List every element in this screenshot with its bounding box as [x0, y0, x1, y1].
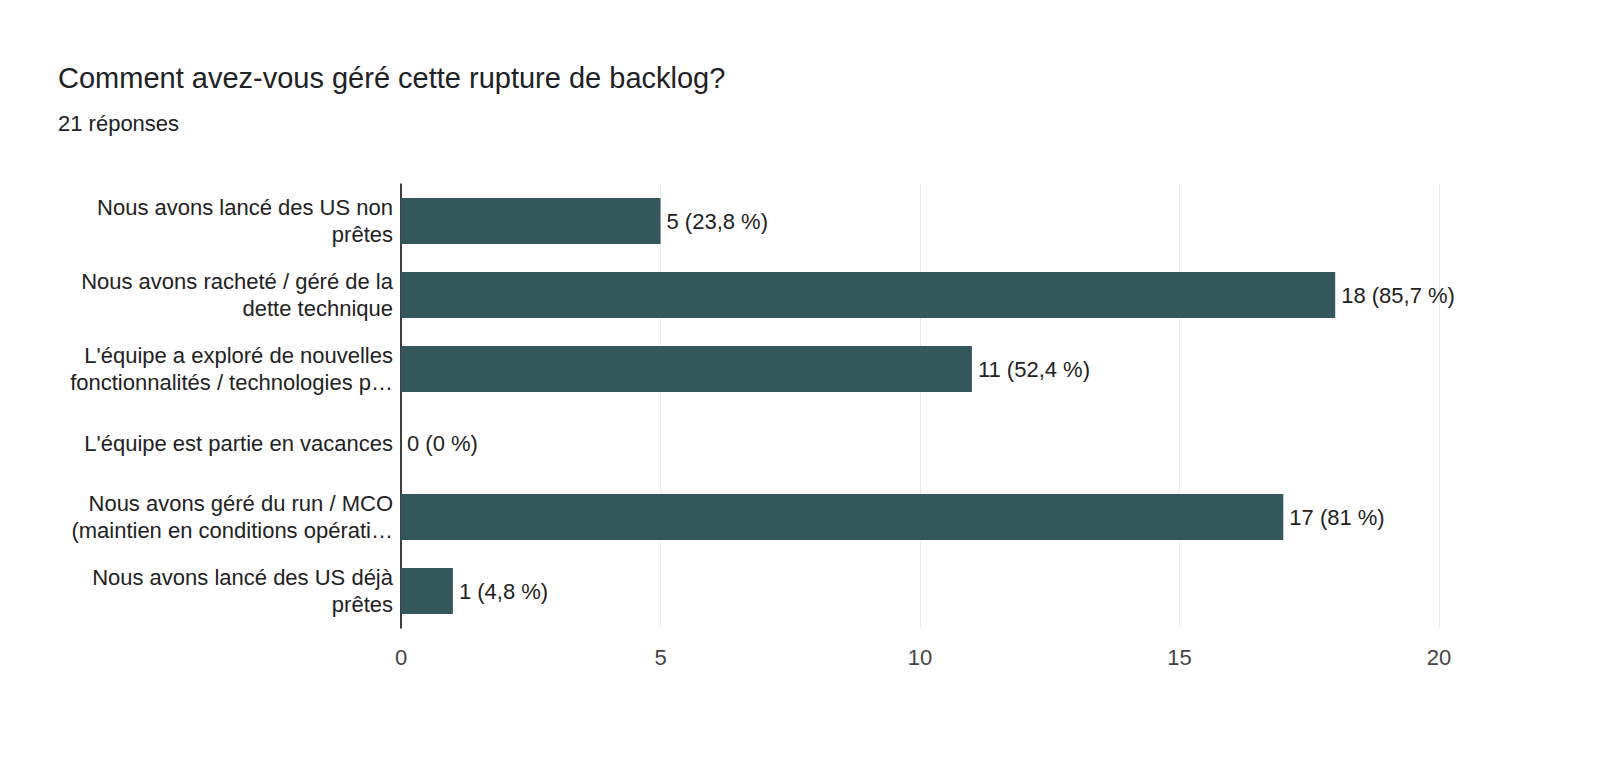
svg-text:0: 0: [395, 645, 407, 670]
svg-text:L'équipe est partie en vacance: L'équipe est partie en vacances: [84, 431, 393, 456]
svg-text:L'équipe a exploré de nouvelle: L'équipe a exploré de nouvelles: [84, 343, 393, 368]
svg-text:Nous avons géré du run / MCO: Nous avons géré du run / MCO: [89, 491, 393, 516]
svg-text:17 (81 %): 17 (81 %): [1289, 505, 1384, 530]
svg-text:20: 20: [1427, 645, 1451, 670]
svg-text:Comment avez-vous géré cette r: Comment avez-vous géré cette rupture de …: [58, 62, 725, 94]
svg-text:5 (23,8 %): 5 (23,8 %): [667, 209, 769, 234]
svg-text:Nous avons lancé des US déjà: Nous avons lancé des US déjà: [92, 565, 394, 590]
svg-text:21 réponses: 21 réponses: [58, 111, 179, 136]
svg-text:prêtes: prêtes: [332, 222, 393, 247]
svg-text:Nous avons lancé des US non: Nous avons lancé des US non: [97, 195, 393, 220]
svg-text:Nous avons racheté / géré de l: Nous avons racheté / géré de la: [81, 269, 394, 294]
svg-text:11 (52,4 %): 11 (52,4 %): [978, 357, 1090, 382]
svg-text:(maintien en conditions opérat: (maintien en conditions opérati…: [71, 518, 393, 543]
svg-text:15: 15: [1167, 645, 1191, 670]
svg-text:prêtes: prêtes: [332, 592, 393, 617]
svg-text:5: 5: [654, 645, 666, 670]
svg-text:18 (85,7 %): 18 (85,7 %): [1341, 283, 1455, 308]
svg-text:fonctionnalités / technologies: fonctionnalités / technologies p…: [70, 370, 393, 395]
svg-text:10: 10: [908, 645, 932, 670]
svg-text:dette technique: dette technique: [243, 296, 393, 321]
svg-text:0 (0 %): 0 (0 %): [407, 431, 478, 456]
svg-text:1 (4,8 %): 1 (4,8 %): [459, 579, 548, 604]
